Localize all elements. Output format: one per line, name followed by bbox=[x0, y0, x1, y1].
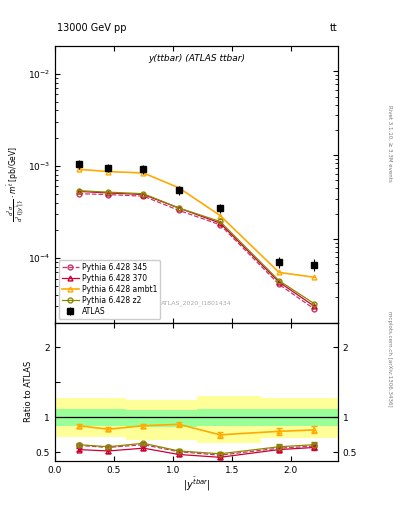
Bar bbox=[55, 409, 126, 425]
Bar bbox=[196, 396, 261, 443]
Pythia 6.428 370 bbox=[176, 205, 181, 211]
Pythia 6.428 370 bbox=[76, 188, 81, 195]
Pythia 6.428 z2 bbox=[176, 205, 181, 211]
Pythia 6.428 z2 bbox=[141, 190, 146, 197]
Pythia 6.428 370 bbox=[141, 191, 146, 198]
Bar bbox=[261, 398, 338, 438]
Text: y(ttbar) (ATLAS ttbar): y(ttbar) (ATLAS ttbar) bbox=[148, 54, 245, 63]
Pythia 6.428 345 bbox=[106, 191, 110, 198]
Pythia 6.428 z2 bbox=[312, 301, 317, 307]
Pythia 6.428 345 bbox=[76, 190, 81, 197]
Line: Pythia 6.428 z2: Pythia 6.428 z2 bbox=[76, 188, 317, 306]
Bar bbox=[196, 409, 261, 426]
Line: Pythia 6.428 345: Pythia 6.428 345 bbox=[76, 191, 317, 311]
Pythia 6.428 ambt1 bbox=[312, 274, 317, 281]
Pythia 6.428 345 bbox=[312, 306, 317, 312]
Pythia 6.428 345 bbox=[176, 207, 181, 214]
Pythia 6.428 345 bbox=[218, 222, 222, 228]
Bar bbox=[55, 398, 126, 437]
Pythia 6.428 ambt1 bbox=[277, 269, 281, 275]
Pythia 6.428 345 bbox=[277, 281, 281, 287]
Text: ATLAS_2020_I1801434: ATLAS_2020_I1801434 bbox=[161, 300, 232, 306]
Bar bbox=[126, 410, 196, 427]
Text: Rivet 3.1.10, ≥ 3.3M events: Rivet 3.1.10, ≥ 3.3M events bbox=[387, 105, 392, 182]
Pythia 6.428 ambt1 bbox=[141, 170, 146, 176]
Pythia 6.428 ambt1 bbox=[76, 166, 81, 173]
Legend: Pythia 6.428 345, Pythia 6.428 370, Pythia 6.428 ambt1, Pythia 6.428 z2, ATLAS: Pythia 6.428 345, Pythia 6.428 370, Pyth… bbox=[59, 260, 160, 319]
Pythia 6.428 z2 bbox=[277, 278, 281, 284]
Pythia 6.428 ambt1 bbox=[218, 212, 222, 219]
Bar bbox=[126, 400, 196, 440]
Pythia 6.428 ambt1 bbox=[176, 185, 181, 191]
Text: mcplots.cern.ch [arXiv:1306.3436]: mcplots.cern.ch [arXiv:1306.3436] bbox=[387, 311, 392, 406]
Pythia 6.428 345 bbox=[141, 193, 146, 199]
Bar bbox=[261, 409, 338, 425]
Pythia 6.428 370 bbox=[106, 190, 110, 196]
Pythia 6.428 z2 bbox=[76, 187, 81, 194]
Pythia 6.428 ambt1 bbox=[106, 168, 110, 175]
Pythia 6.428 z2 bbox=[106, 189, 110, 195]
Pythia 6.428 z2 bbox=[218, 219, 222, 225]
Text: tt: tt bbox=[329, 23, 337, 33]
Pythia 6.428 370 bbox=[277, 279, 281, 285]
X-axis label: $|y^{\bar{t}bar}|$: $|y^{\bar{t}bar}|$ bbox=[183, 476, 210, 493]
Line: Pythia 6.428 370: Pythia 6.428 370 bbox=[76, 189, 317, 309]
Y-axis label: $\frac{d^2\sigma}{d^2\{|y^{\bar{t}}|\}} \cdot m^{\bar{t}}$ [pb/GeV]: $\frac{d^2\sigma}{d^2\{|y^{\bar{t}}|\}} … bbox=[6, 146, 26, 222]
Pythia 6.428 370 bbox=[312, 303, 317, 309]
Text: 13000 GeV pp: 13000 GeV pp bbox=[57, 23, 127, 33]
Y-axis label: Ratio to ATLAS: Ratio to ATLAS bbox=[24, 361, 33, 422]
Line: Pythia 6.428 ambt1: Pythia 6.428 ambt1 bbox=[76, 167, 317, 280]
Pythia 6.428 370 bbox=[218, 220, 222, 226]
